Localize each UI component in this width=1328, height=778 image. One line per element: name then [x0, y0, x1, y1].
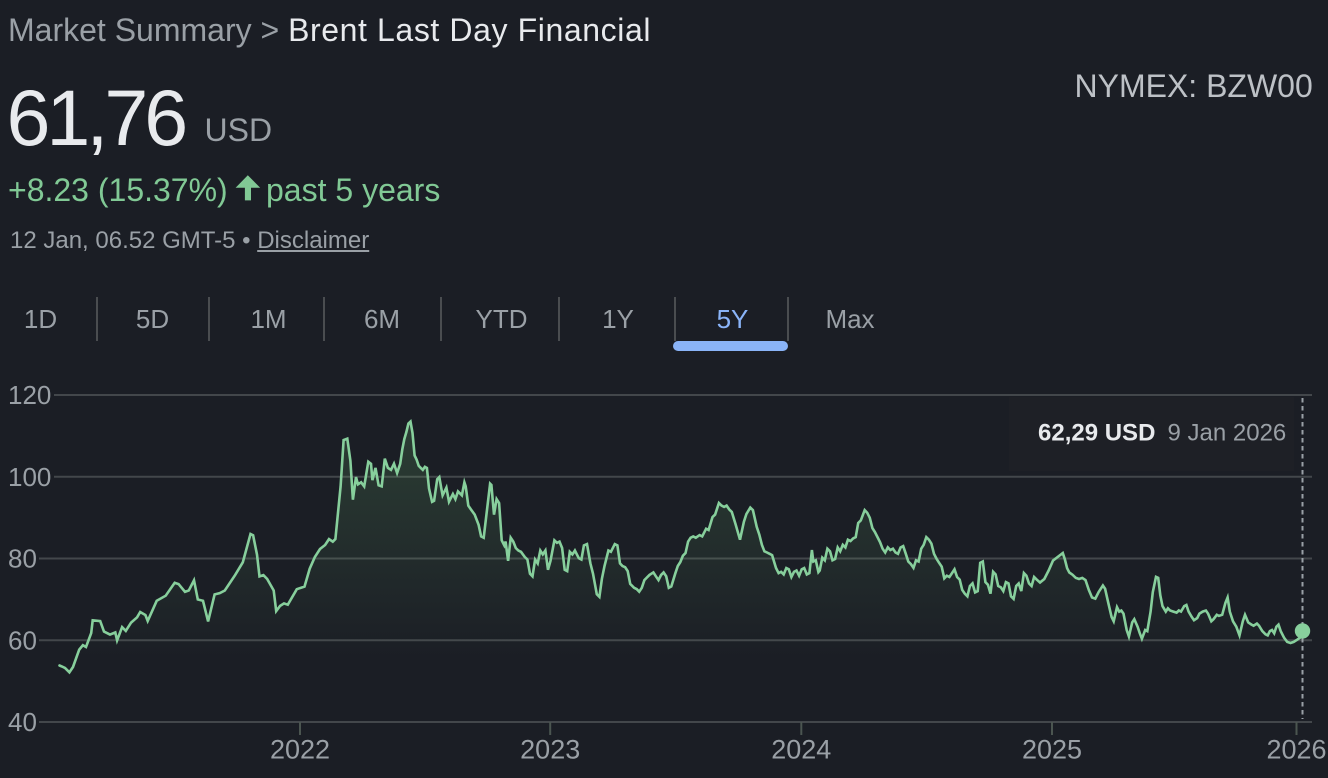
- svg-text:62,29 USD: 62,29 USD: [1038, 419, 1155, 446]
- svg-text:2025: 2025: [1022, 735, 1082, 765]
- svg-text:2026: 2026: [1266, 735, 1326, 765]
- svg-text:80: 80: [8, 544, 37, 574]
- svg-text:60: 60: [8, 625, 37, 655]
- svg-text:40: 40: [8, 707, 37, 737]
- svg-text:2024: 2024: [771, 735, 831, 765]
- svg-text:9 Jan 2026: 9 Jan 2026: [1168, 419, 1287, 446]
- svg-text:2022: 2022: [270, 735, 330, 765]
- svg-text:100: 100: [8, 462, 51, 492]
- svg-text:120: 120: [8, 380, 51, 410]
- svg-text:2023: 2023: [520, 735, 580, 765]
